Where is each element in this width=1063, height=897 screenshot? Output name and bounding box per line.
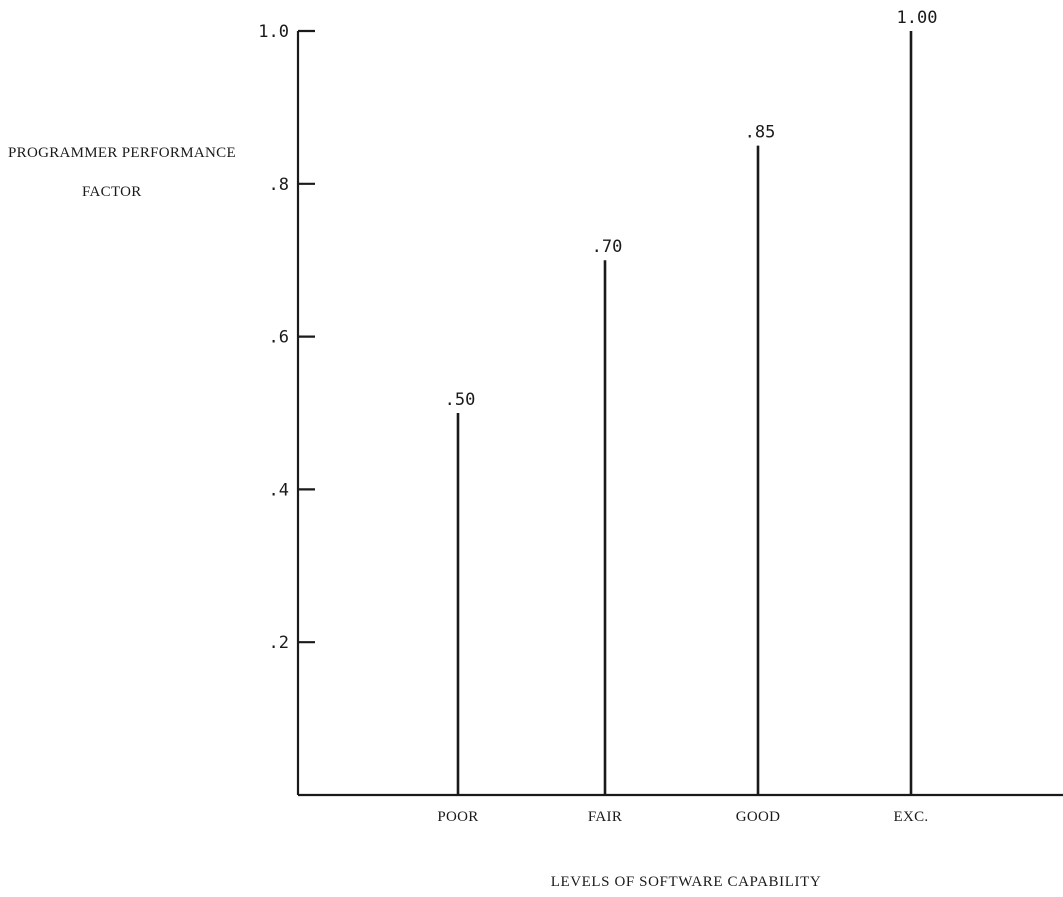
y-tick-label: 1.0 xyxy=(258,22,289,42)
x-category-label: EXC. xyxy=(894,809,929,825)
chart-labels: .2 .4 .6 .8 1.0 .50 POOR .70 FAIR .85 GOOD 1.00 EXC. xyxy=(258,8,937,825)
data-label: .50 xyxy=(445,390,476,410)
data-label: .70 xyxy=(592,237,623,257)
bar-marks xyxy=(456,31,913,795)
y-tick-label: .6 xyxy=(269,328,289,348)
y-tick-label: .8 xyxy=(269,175,289,195)
y-tick-label: .4 xyxy=(269,480,289,500)
data-label: 1.00 xyxy=(897,8,938,28)
x-axis-title: LEVELS OF SOFTWARE CAPABILITY xyxy=(551,874,822,890)
x-category-label: POOR xyxy=(437,809,478,825)
x-category-label: FAIR xyxy=(588,809,622,825)
data-label: .85 xyxy=(745,123,776,143)
y-tick-label: .2 xyxy=(269,633,289,653)
y-axis-title-line-2: FACTOR xyxy=(82,184,142,200)
axes xyxy=(296,29,1063,797)
y-axis-title-line-1: PROGRAMMER PERFORMANCE xyxy=(8,145,236,161)
x-category-label: GOOD xyxy=(736,809,781,825)
